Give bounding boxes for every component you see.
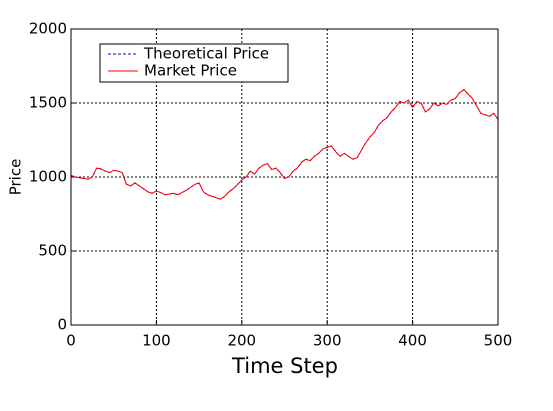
x-tick-label: 200 (227, 332, 256, 350)
y-tick-label: 2000 (29, 20, 67, 38)
y-tick-label: 500 (38, 242, 67, 260)
x-axis-label: Time Step (231, 354, 338, 378)
price-line (70, 89, 499, 200)
legend-box (99, 43, 289, 83)
axes-box (70, 28, 499, 326)
x-tick-label: 0 (66, 332, 76, 350)
x-tick-label: 400 (398, 332, 427, 350)
y-tick-label: 0 (57, 316, 67, 334)
legend-label: Market Price (144, 62, 237, 80)
x-tick-label: 100 (142, 332, 171, 350)
y-tick-label: 1500 (29, 94, 67, 112)
y-axis-label: Price (7, 159, 25, 196)
x-tick-label: 300 (313, 332, 342, 350)
y-tick-label: 1000 (29, 168, 67, 186)
legend-label: Theoretical Price (143, 45, 269, 63)
x-tick-label: 500 (484, 332, 513, 350)
